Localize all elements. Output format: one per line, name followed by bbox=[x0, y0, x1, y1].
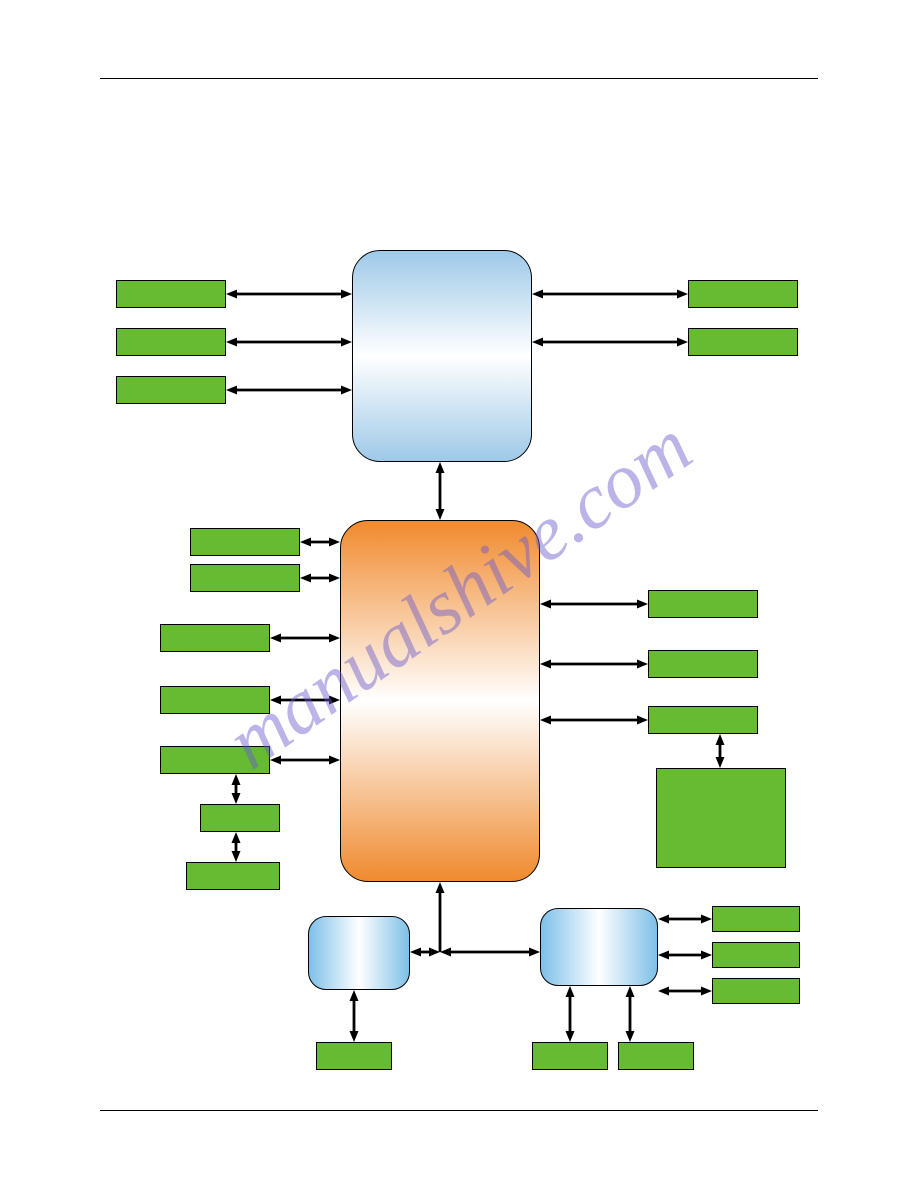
g-br1 bbox=[712, 906, 800, 932]
g-br3 bbox=[712, 978, 800, 1004]
g-bb1 bbox=[316, 1042, 392, 1070]
g-ml5 bbox=[160, 746, 270, 774]
g-br2 bbox=[712, 942, 800, 968]
g-ml2 bbox=[190, 564, 300, 592]
g-l3 bbox=[116, 376, 226, 404]
bottom-left-block bbox=[308, 916, 410, 990]
g-l2 bbox=[116, 328, 226, 356]
g-mr3 bbox=[648, 706, 758, 734]
g-ml7 bbox=[186, 862, 280, 890]
g-ml4 bbox=[160, 686, 270, 714]
g-r2 bbox=[688, 328, 798, 356]
g-mr-big bbox=[656, 768, 786, 868]
top-block bbox=[352, 250, 532, 462]
g-l1 bbox=[116, 280, 226, 308]
mid-block bbox=[340, 520, 540, 882]
diagram-page: manualshive.com bbox=[0, 0, 918, 1188]
g-bb3 bbox=[618, 1042, 694, 1070]
g-ml3 bbox=[160, 624, 270, 652]
g-bb2 bbox=[532, 1042, 608, 1070]
g-ml1 bbox=[190, 528, 300, 556]
g-mr1 bbox=[648, 590, 758, 618]
g-r1 bbox=[688, 280, 798, 308]
bottom-right-block bbox=[540, 908, 658, 986]
g-mr2 bbox=[648, 650, 758, 678]
g-ml6 bbox=[200, 804, 280, 832]
